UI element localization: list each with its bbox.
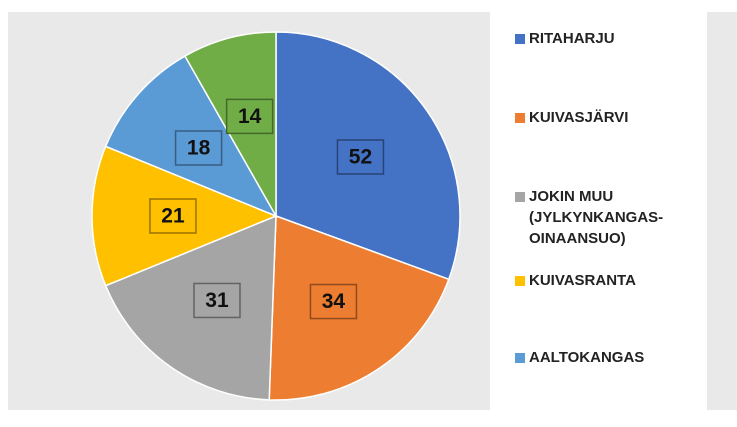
legend-swatch bbox=[515, 192, 525, 202]
legend-item: AALTOKANGAS bbox=[515, 347, 694, 368]
legend-item: RITAHARJU bbox=[515, 28, 694, 49]
legend-label: KUIVASRANTA bbox=[529, 272, 636, 289]
data-label: 31 bbox=[205, 289, 229, 312]
legend-swatch bbox=[515, 113, 525, 123]
legend-swatch bbox=[515, 34, 525, 44]
pie-slice bbox=[104, 214, 277, 401]
data-label-box bbox=[225, 98, 274, 135]
data-label: 18 bbox=[187, 137, 211, 160]
data-label-box bbox=[193, 282, 241, 319]
legend-item: KUIVASRANTA bbox=[515, 270, 694, 291]
legend-label: RITAHARJU bbox=[529, 30, 615, 47]
legend-item: JOKIN MUU (JYLKYNKANGAS-OINAANSUO) bbox=[515, 186, 694, 249]
data-label: 34 bbox=[322, 290, 346, 313]
legend-item: KUIVASJÄRVI bbox=[515, 107, 694, 128]
pie-slice bbox=[268, 214, 450, 401]
legend-swatch bbox=[515, 276, 525, 286]
legend-label: JOKIN MUU (JYLKYNKANGAS-OINAANSUO) bbox=[529, 188, 664, 247]
data-label-box bbox=[149, 198, 197, 234]
data-label: 21 bbox=[161, 205, 185, 228]
data-label-box bbox=[336, 139, 385, 175]
data-label: 52 bbox=[349, 145, 372, 168]
edge bbox=[707, 12, 737, 410]
legend-label: KUIVASJÄRVI bbox=[529, 109, 629, 126]
data-label: 14 bbox=[238, 105, 262, 128]
legend-swatch bbox=[515, 353, 525, 363]
legend-label: AALTOKANGAS bbox=[529, 349, 645, 366]
data-label-box bbox=[309, 283, 358, 320]
data-label-box bbox=[174, 130, 223, 166]
